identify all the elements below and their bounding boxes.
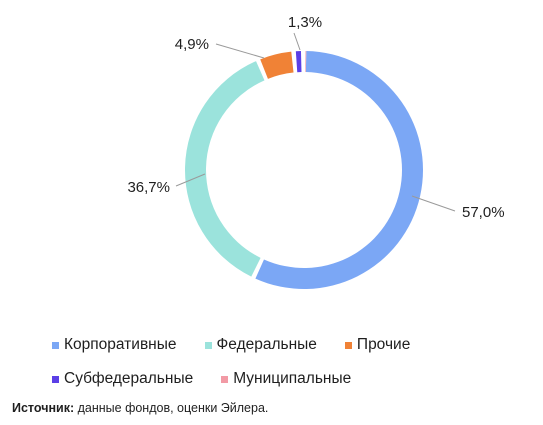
- legend-row-1: Корпоративные Федеральные Прочие: [52, 336, 438, 354]
- leader-line-4: [293, 32, 301, 51]
- source-text: данные фондов, оценки Эйлера.: [74, 401, 269, 415]
- legend-row-2: Субфедеральные Муниципальные: [52, 370, 379, 388]
- data-labels: 57,0% 36,7% 4,9% 1,3%: [127, 14, 504, 221]
- legend-row1-item-2: Федеральные: [204, 336, 317, 354]
- legend-swatch-icon: [204, 341, 212, 349]
- legend-row1-item-3: Прочие: [344, 336, 411, 354]
- legend-label: Федеральные: [216, 336, 317, 353]
- leader-line-2: [175, 173, 206, 187]
- legend-row2-item-2: Муниципальные: [221, 370, 351, 388]
- leader-lines: [175, 32, 456, 212]
- data-label-2: 36,7%: [127, 179, 170, 196]
- leader-line-1: [411, 195, 456, 212]
- legend-label: Прочие: [356, 336, 411, 353]
- source-note: Источник: данные фондов, оценки Эйлера.: [12, 401, 268, 415]
- data-label-1: 57,0%: [462, 204, 505, 221]
- source-prefix: Источник:: [12, 401, 75, 415]
- donut-slice-1: [255, 51, 423, 290]
- donut-slice-5: [305, 51, 307, 73]
- legend-row2-item-1: Субфедеральные: [52, 370, 193, 388]
- donut-slices: [185, 51, 423, 290]
- legend-label: Субфедеральные: [64, 370, 194, 387]
- data-label-3: 4,9%: [175, 36, 209, 53]
- legend-label: Муниципальные: [233, 370, 352, 387]
- donut-slice-4: [295, 51, 302, 73]
- legend-row1-item-1: Корпоративные: [52, 336, 177, 354]
- donut-slice-2: [185, 61, 265, 277]
- legend-swatch-icon: [221, 375, 229, 383]
- legend-swatch-icon: [52, 375, 59, 383]
- legend-label: Корпоративные: [64, 336, 177, 353]
- data-label-4: 1,3%: [288, 14, 322, 31]
- legend-swatch-icon: [52, 341, 59, 349]
- leader-line-3: [215, 43, 265, 59]
- donut-slice-3: [260, 51, 294, 79]
- legend-swatch-icon: [344, 341, 352, 349]
- donut-chart: 57,0% 36,7% 4,9% 1,3%: [127, 14, 505, 290]
